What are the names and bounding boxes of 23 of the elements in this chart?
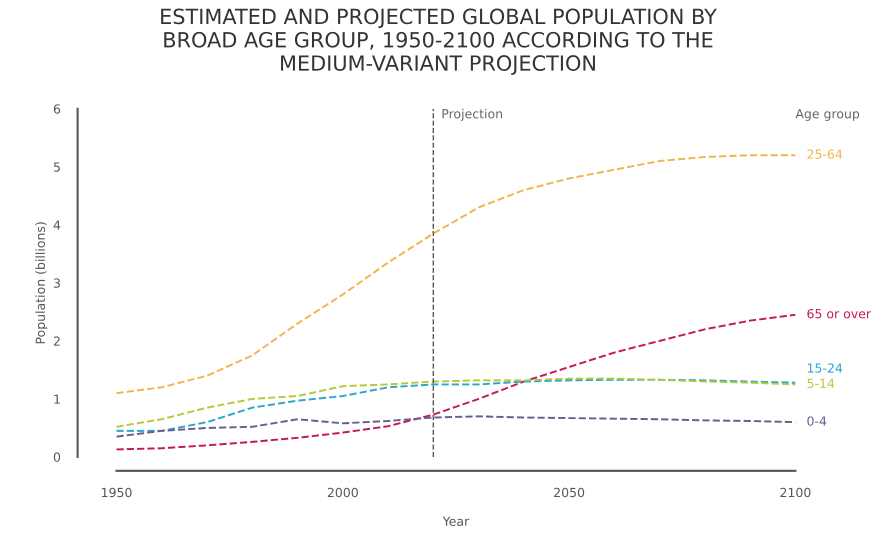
x-tick-label: 2100 <box>780 488 810 498</box>
y-tick-label: 4 <box>54 220 60 230</box>
series-label: 5-14 <box>807 378 834 388</box>
y-tick-label: 5 <box>54 162 60 172</box>
y-tick-label: 3 <box>54 278 60 288</box>
series-label: 65 or over <box>807 308 872 318</box>
ref-line-label: Projection <box>442 108 502 121</box>
y-tick-label: 2 <box>54 336 60 346</box>
x-tick-label: 1950 <box>102 488 132 498</box>
y-tick-label: 1 <box>54 394 60 404</box>
y-axis-title: Population (billions) <box>35 222 48 344</box>
x-tick-label: 2050 <box>554 488 584 498</box>
y-tick-label: 6 <box>54 104 60 114</box>
x-tick-label: 2000 <box>328 488 358 498</box>
line-series <box>116 154 796 394</box>
y-tick-label: 0 <box>54 452 60 462</box>
legend-title: Age group <box>796 109 860 121</box>
series-label: 15-24 <box>808 363 842 373</box>
series-label: 0-4 <box>807 416 826 426</box>
chart-title: ESTIMATED AND PROJECTED GLOBAL POPULATION BY BROAD AGE GROUP, 1950-2100 ACCORDING TO THE MEDIUM-VARIANT PROJECTION <box>161 8 717 75</box>
x-axis-title: Year <box>442 516 470 526</box>
series-label: 25-64 <box>807 149 842 159</box>
line-series <box>116 314 796 450</box>
